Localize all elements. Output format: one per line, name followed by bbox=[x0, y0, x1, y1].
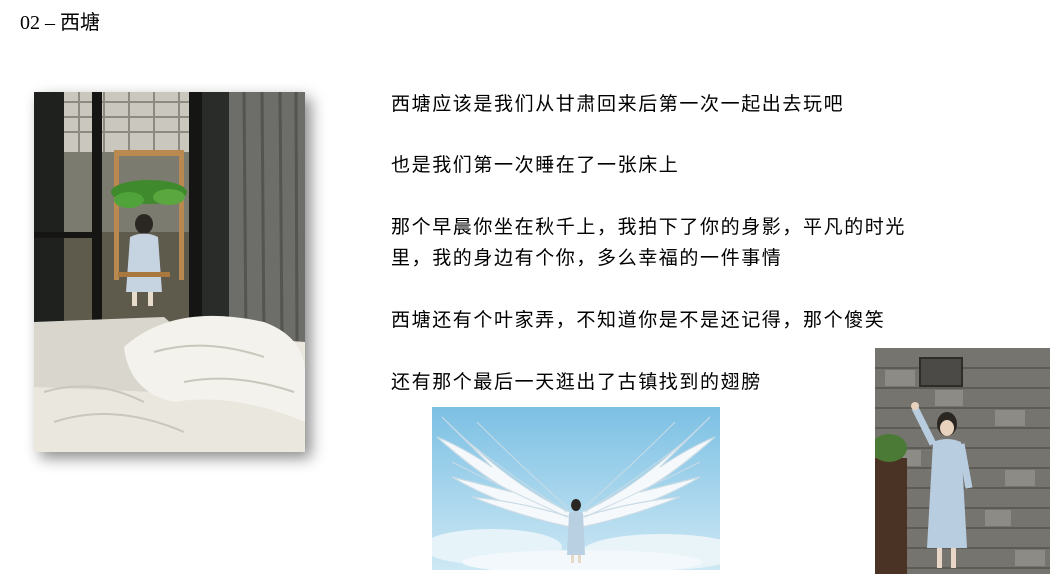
photo-angel-wings bbox=[432, 407, 720, 570]
slide-title: 02 – 西塘 bbox=[20, 12, 100, 34]
paragraph-swing-line-1: 那个早晨你坐在秋千上，我拍下了你的身影，平凡的时光 bbox=[391, 216, 907, 238]
paragraph-swing-line-2: 里，我的身边有个你，多么幸福的一件事情 bbox=[391, 247, 783, 269]
paragraph-same-bed: 也是我们第一次睡在了一张床上 bbox=[391, 154, 680, 176]
paragraph-yejianong: 西塘还有个叶家弄，不知道你是不是还记得，那个傻笑 bbox=[391, 309, 886, 331]
paragraph-xitang-first-trip: 西塘应该是我们从甘肃回来后第一次一起出去玩吧 bbox=[391, 93, 845, 115]
photo-brick-wall-portrait bbox=[875, 348, 1050, 574]
photo-hotel-room bbox=[34, 92, 305, 452]
paragraph-wings: 还有那个最后一天逛出了古镇找到的翅膀 bbox=[391, 371, 762, 393]
